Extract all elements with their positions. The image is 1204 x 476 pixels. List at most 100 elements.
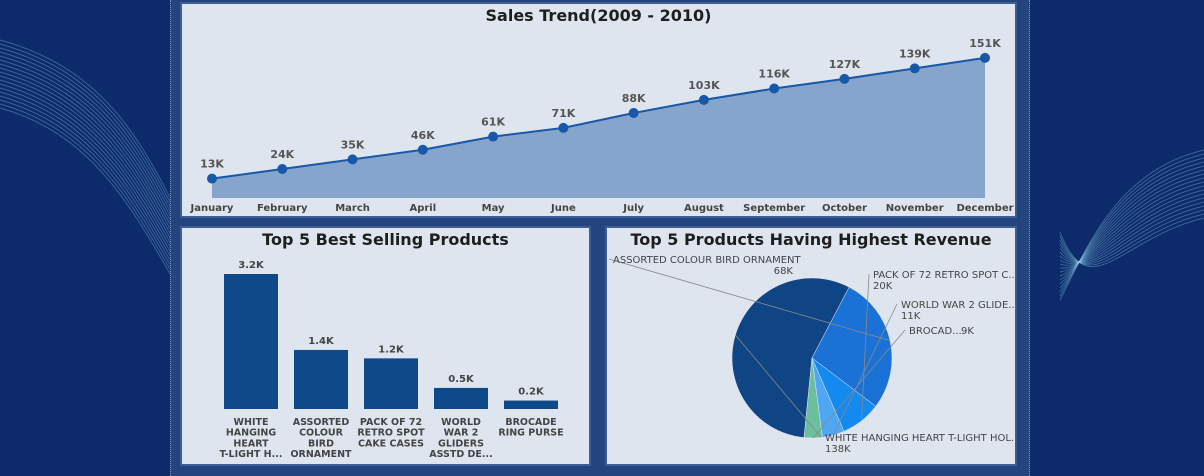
sales-trend-point — [628, 108, 639, 118]
sales-trend-point — [909, 63, 920, 74]
best-selling-x-tick-label: HEART — [233, 438, 269, 449]
revenue-slice-label: WORLD WAR 2 GLIDE... — [901, 300, 1015, 311]
best-selling-x-tick-label: ORNAMENT — [290, 449, 352, 460]
best-selling-bar — [294, 349, 348, 409]
sales-trend-data-label: 13K — [200, 158, 224, 171]
background-wave-right — [1059, 153, 1204, 297]
sales-trend-x-tick-label: August — [684, 203, 724, 214]
best-selling-x-tick-label: COLOUR — [299, 428, 344, 439]
sales-trend-chart: 13K January 24K February 35K March 46K April 61K… — [190, 37, 1014, 214]
revenue-pie-chart: WHITE HANGING HEART T-LIGHT HOL...138K AS… — [608, 255, 1015, 455]
sales-trend-data-label: 61K — [481, 116, 505, 129]
background-wave-right — [1059, 189, 1204, 265]
sales-trend-data-label: 46K — [411, 129, 435, 142]
best-selling-x-tick-label: ASSTD DE... — [429, 449, 493, 460]
revenue-leader-line — [861, 273, 870, 421]
revenue-leader-line — [812, 329, 906, 439]
best-selling-x-tick-label: BROCADE — [505, 417, 556, 428]
sales-trend-point — [347, 154, 358, 165]
sales-trend-x-tick-label: December — [956, 203, 1013, 214]
sales-trend-data-label: 24K — [270, 148, 294, 161]
sales-trend-x-tick-label: February — [257, 203, 308, 214]
best-selling-data-label: 1.4K — [308, 336, 335, 347]
sales-trend-x-tick-label: April — [409, 203, 436, 214]
sales-trend-data-label: 116K — [758, 68, 790, 81]
revenue-slice-label: WHITE HANGING HEART T-LIGHT HOL... — [825, 433, 1015, 444]
best-selling-x-tick-label: HANGING — [226, 428, 277, 439]
background-wave-right — [1059, 165, 1204, 285]
best-selling-data-label: 0.2K — [518, 387, 545, 398]
background-wave-right — [1059, 173, 1204, 277]
revenue-slice-value-label: 138K — [825, 444, 851, 455]
sales-trend-x-tick-label: November — [886, 203, 944, 214]
sales-trend-x-tick-label: January — [190, 203, 234, 214]
sales-trend-x-tick-label: September — [743, 203, 805, 214]
sales-trend-point — [698, 94, 709, 105]
sales-trend-x-tick-label: June — [550, 203, 576, 214]
background-wave-right — [1059, 177, 1204, 273]
revenue-leader-line — [833, 303, 898, 436]
revenue-slice-label: BROCAD... — [909, 326, 962, 337]
sales-trend-area — [212, 57, 985, 198]
sales-trend-data-label: 139K — [899, 47, 931, 60]
best-selling-data-label: 3.2K — [238, 260, 265, 271]
sales-trend-data-label: 71K — [551, 107, 575, 120]
background-wave-right — [1059, 185, 1204, 266]
best-selling-x-tick-label: PACK OF 72 — [360, 417, 422, 428]
best-selling-x-tick-label: RING PURSE — [498, 428, 563, 439]
background-wave-right — [1059, 201, 1204, 263]
background-wave-right — [1059, 217, 1204, 267]
best-selling-x-tick-label: WHITE — [234, 417, 269, 428]
best-selling-x-tick-label: WAR 2 — [444, 428, 479, 439]
best-selling-data-label: 1.2K — [378, 344, 405, 355]
best-selling-bar — [434, 387, 488, 409]
revenue-slice-label: PACK OF 72 RETRO SPOT C... — [873, 270, 1015, 281]
revenue-slice-value-label: 68K — [774, 266, 794, 277]
sales-trend-data-label: 88K — [622, 92, 646, 105]
sales-trend-data-label: 35K — [341, 138, 365, 151]
revenue-slice-value-label: 11K — [901, 311, 921, 322]
background-wave-right — [1059, 181, 1204, 269]
best-selling-x-tick-label: BIRD — [308, 438, 334, 449]
revenue-panel: Top 5 Products Having Highest Revenue WH… — [605, 226, 1017, 466]
background-wave-right — [1059, 209, 1204, 265]
sales-trend-data-label: 103K — [688, 79, 720, 92]
sales-trend-point — [839, 73, 850, 84]
best-selling-x-tick-label: CAKE CASES — [358, 438, 424, 449]
revenue-slice-value-label: 9K — [961, 326, 974, 337]
sales-trend-point — [769, 83, 780, 94]
sales-trend-title: Sales Trend(2009 - 2010) — [485, 6, 712, 25]
best-selling-bar — [364, 358, 418, 409]
sales-trend-point — [980, 52, 990, 63]
sales-trend-point — [417, 144, 428, 155]
revenue-slice-label: ASSORTED COLOUR BIRD ORNAMENT — [613, 255, 802, 266]
sales-trend-point — [488, 131, 499, 142]
revenue-pie-slice — [731, 277, 850, 438]
best-selling-title: Top 5 Best Selling Products — [262, 230, 509, 249]
revenue-slice-value-label: 20K — [873, 281, 893, 292]
best-selling-panel: Top 5 Best Selling Products 3.2K WHITE HAN… — [180, 226, 591, 466]
sales-trend-x-tick-label: May — [482, 203, 505, 214]
revenue-leader-line — [735, 334, 822, 438]
background-wave-right — [1059, 205, 1204, 264]
best-selling-x-tick-label: T-LIGHT H... — [220, 449, 283, 460]
sales-trend-point — [277, 164, 288, 174]
background-wave-right — [1059, 157, 1204, 293]
sales-trend-panel: Sales Trend(2009 - 2010) 13K January 24K Fe… — [180, 2, 1017, 218]
sales-trend-data-label: 127K — [829, 58, 861, 71]
sales-trend-point — [558, 122, 569, 133]
revenue-title: Top 5 Products Having Highest Revenue — [630, 230, 992, 249]
background-wave-right — [1059, 193, 1204, 263]
sales-trend-x-tick-label: October — [822, 203, 867, 214]
sales-trend-data-label: 151K — [969, 37, 1001, 50]
best-selling-data-label: 0.5K — [448, 374, 475, 385]
best-selling-x-tick-label: WORLD — [441, 417, 481, 428]
sales-trend-point — [207, 173, 217, 184]
background-wave-right — [1059, 149, 1204, 301]
background-wave-right — [1059, 197, 1204, 263]
sales-trend-x-tick-label: March — [335, 203, 370, 214]
best-selling-bar — [224, 274, 278, 409]
sales-trend-x-tick-label: July — [622, 203, 644, 214]
background-wave-right — [1059, 169, 1204, 281]
